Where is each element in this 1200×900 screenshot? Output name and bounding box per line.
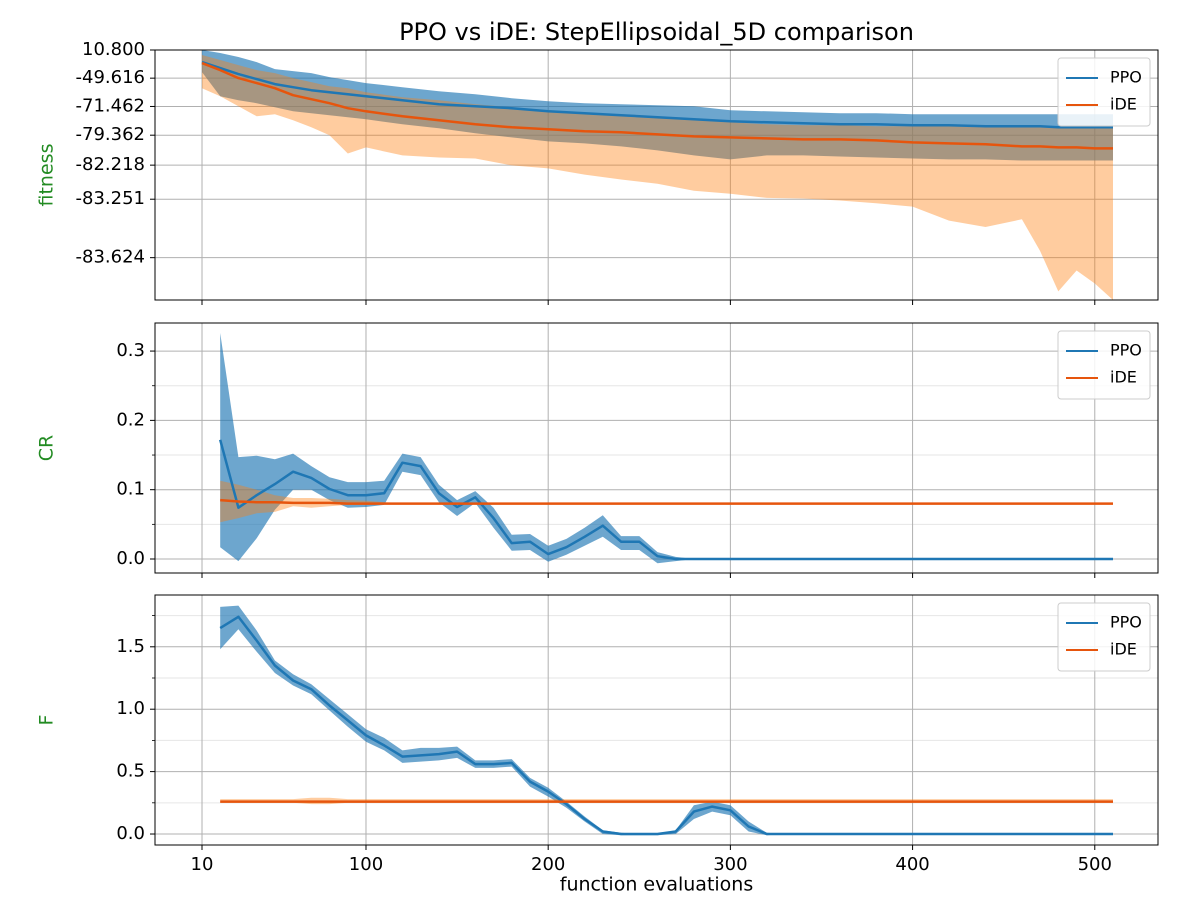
line <box>220 498 1113 505</box>
y-tick-label: 10.800 <box>82 39 145 60</box>
line <box>201 61 1113 150</box>
x-tick-label: 100 <box>349 854 383 875</box>
panel: 10 100 200 300 400 500 0.0 0.5 1.0 1.5 PPO iDE Ffunc… <box>36 594 1159 896</box>
band <box>202 50 1113 161</box>
y-axis-label: CR <box>36 435 58 461</box>
legend-box <box>1057 57 1151 127</box>
y-tick-label: 0.0 <box>116 548 145 569</box>
y-tick-label: -83.251 <box>76 188 145 209</box>
panel: 10.800 -49.616 -71.462 -79.362 -82.218 -83.25… <box>36 18 1159 305</box>
x-tick-label: 10 <box>191 854 214 875</box>
axes-frame <box>154 49 1159 301</box>
legend-label: iDE <box>1110 640 1137 659</box>
y-tick-label: 1.0 <box>116 698 145 719</box>
axes-frame <box>154 594 1159 846</box>
x-tick-label: 400 <box>895 854 929 875</box>
y-tick-label: -71.462 <box>76 95 145 116</box>
y-tick-label: -83.624 <box>76 247 145 268</box>
legend-box <box>1057 602 1151 672</box>
chart-title: PPO vs iDE: StepEllipsoidal_5D compariso… <box>399 18 914 46</box>
line <box>219 615 1113 836</box>
legend-label: PPO <box>1110 613 1142 632</box>
y-tick-label: 0.2 <box>116 409 145 430</box>
y-tick-label: 0.3 <box>116 340 145 361</box>
line <box>218 439 1113 561</box>
band <box>202 55 1113 300</box>
panel: 0.0 0.1 0.2 0.3 PPO iDE CR <box>36 322 1159 578</box>
axes-frame <box>154 322 1159 574</box>
legend-box <box>1057 330 1151 400</box>
x-axis-label: function evaluations <box>560 874 754 896</box>
y-axis-label: fitness <box>36 144 58 207</box>
x-tick-label: 300 <box>713 854 747 875</box>
y-tick-label: 0.0 <box>116 823 145 844</box>
legend-label: iDE <box>1110 368 1137 387</box>
x-tick-label: 200 <box>531 854 565 875</box>
legend-label: PPO <box>1110 68 1142 87</box>
legend-label: PPO <box>1110 341 1142 360</box>
legend-label: iDE <box>1110 95 1137 114</box>
y-tick-label: 0.1 <box>116 479 145 500</box>
y-tick-label: -79.362 <box>76 124 145 145</box>
y-tick-label: -49.616 <box>76 67 145 88</box>
y-tick-label: 1.5 <box>116 636 145 657</box>
y-tick-label: -82.218 <box>76 154 145 175</box>
y-axis-label: F <box>36 715 58 726</box>
y-tick-label: 0.5 <box>116 761 145 782</box>
x-tick-label: 500 <box>1078 854 1112 875</box>
line <box>201 60 1113 129</box>
